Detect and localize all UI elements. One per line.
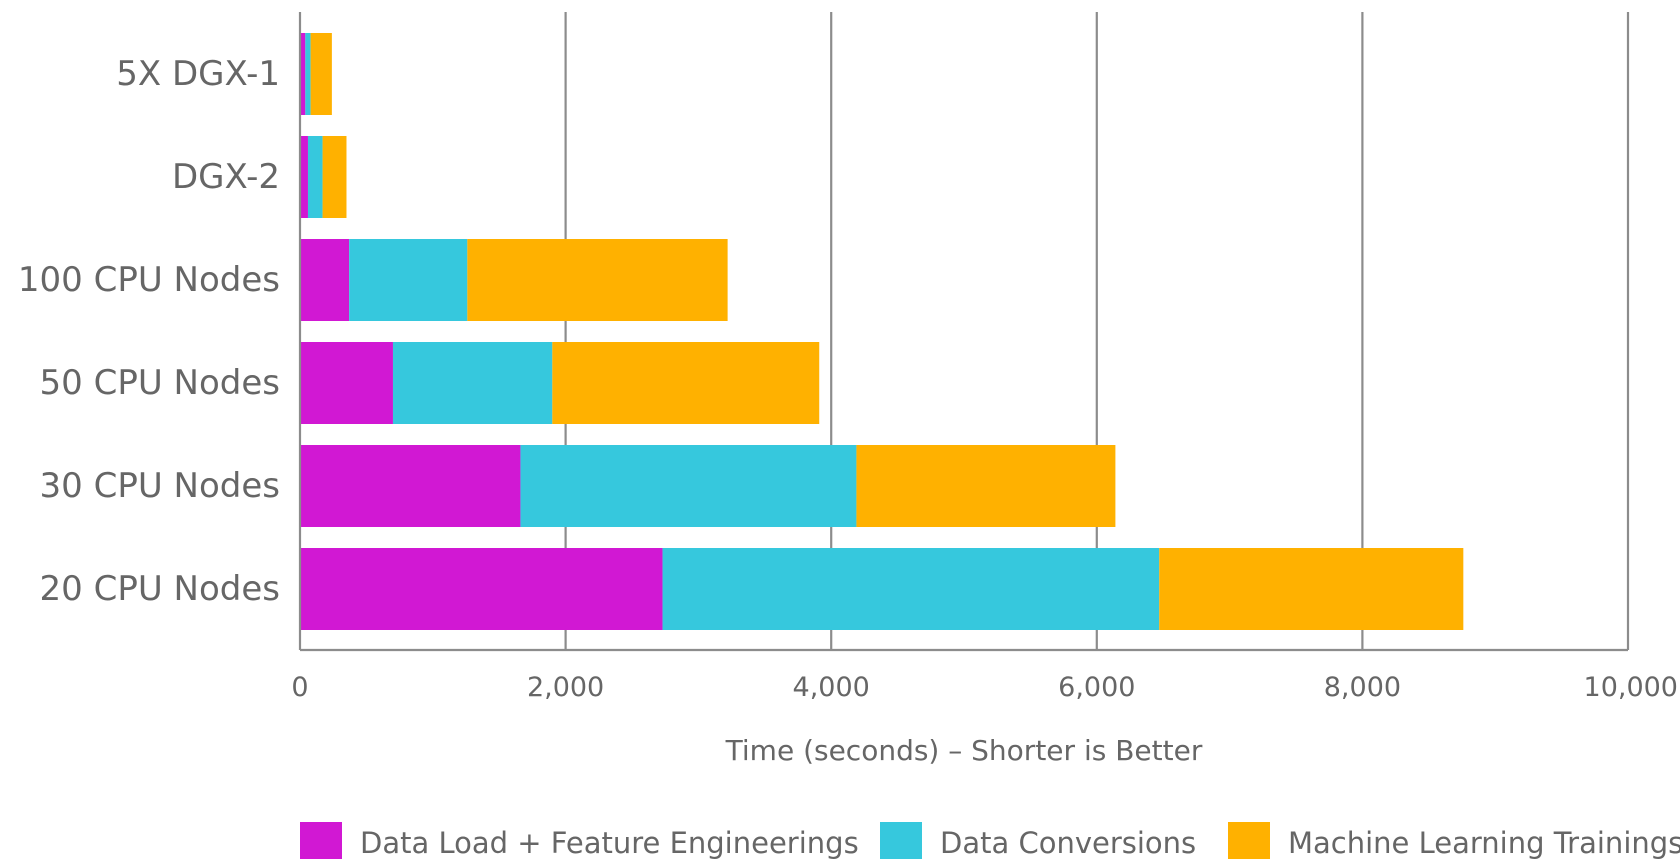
gridlines [564, 12, 1630, 650]
bar-segment-5-2 [1159, 548, 1464, 630]
category-label-5: 20 CPU Nodes [40, 569, 280, 609]
category-label-1: DGX-2 [172, 157, 280, 197]
bar-segment-3-1 [392, 342, 553, 424]
category-label-2: 100 CPU Nodes [18, 260, 280, 300]
x-tick-label-2: 4,000 [793, 672, 870, 703]
bar-segment-5-0 [300, 548, 663, 630]
bars [300, 33, 1464, 630]
legend-label-2: Machine Learning Trainings [1288, 826, 1680, 859]
bar-segment-0-0 [300, 33, 306, 115]
bar-segment-2-1 [349, 239, 468, 321]
bar-segment-1-2 [322, 136, 347, 218]
legend: Data Load + Feature Engineerings Data Con… [300, 822, 1680, 859]
bar-segment-5-1 [662, 548, 1160, 630]
bar-segment-1-1 [307, 136, 323, 218]
bar-segment-4-2 [856, 445, 1116, 527]
bar-segment-2-2 [467, 239, 728, 321]
category-label-0: 5X DGX-1 [116, 54, 280, 94]
category-label-4: 30 CPU Nodes [40, 466, 280, 506]
x-tick-label-0: 0 [291, 672, 308, 703]
category-labels: 5X DGX-1 DGX-2 100 CPU Nodes 50 CPU Nodes 30… [18, 54, 280, 609]
bar-segment-4-0 [300, 445, 521, 527]
x-tick-label-1: 2,000 [527, 672, 604, 703]
bar-segment-0-2 [310, 33, 332, 115]
bar-segment-0-1 [305, 33, 311, 115]
legend-swatch-0 [300, 822, 342, 859]
bar-segment-3-0 [300, 342, 393, 424]
x-tick-label-3: 6,000 [1058, 672, 1135, 703]
bar-segment-3-2 [552, 342, 820, 424]
legend-swatch-2 [1228, 822, 1270, 859]
x-tick-labels: 0 2,000 4,000 6,000 8,000 10,000 [291, 672, 1678, 703]
x-tick-label-4: 8,000 [1324, 672, 1401, 703]
bar-segment-1-0 [300, 136, 308, 218]
legend-label-0: Data Load + Feature Engineerings [360, 826, 859, 859]
category-label-3: 50 CPU Nodes [40, 363, 280, 403]
legend-swatch-1 [880, 822, 922, 859]
bar-segment-2-0 [300, 239, 350, 321]
legend-label-1: Data Conversions [940, 826, 1196, 859]
x-axis-title: Time (seconds) – Shorter is Better [725, 734, 1203, 767]
bar-segment-4-1 [520, 445, 857, 527]
x-tick-label-5: 10,000 [1584, 672, 1678, 703]
